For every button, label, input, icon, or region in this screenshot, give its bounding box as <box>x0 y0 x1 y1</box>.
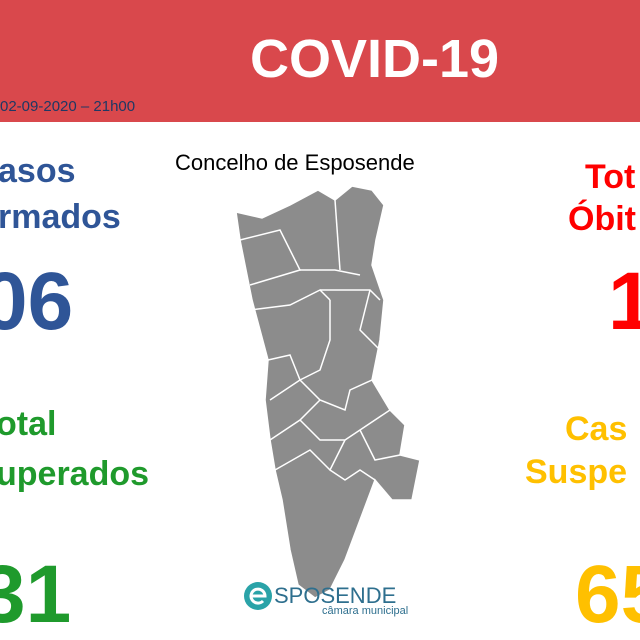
suspected-label: Cas <box>565 410 628 448</box>
title: COVID-19 <box>250 29 500 89</box>
map-borders <box>239 199 401 481</box>
map-shape <box>235 185 421 599</box>
deaths-label: Óbit <box>568 200 636 238</box>
suspected-label: Suspe <box>525 453 628 491</box>
confirmed-value: 06 <box>0 256 74 347</box>
suspected-value: 65 <box>575 549 640 640</box>
date: 02-09-2020 – 21h00 <box>0 98 136 115</box>
recovered-label: uperados <box>0 455 150 493</box>
confirmed-label: rmados <box>0 198 121 236</box>
recovered-value: 31 <box>0 549 72 640</box>
deaths-value: 1 <box>608 256 640 347</box>
logo-icon <box>249 587 267 605</box>
logo-subtitle: câmara municipal <box>322 605 409 617</box>
confirmed-label: asos <box>0 152 76 190</box>
logo-name: SPOSENDE <box>274 583 397 608</box>
header-bar <box>0 0 640 122</box>
recovered-label: otal <box>0 405 57 443</box>
deaths-label: Tot <box>585 158 636 196</box>
map-title: Concelho de Esposende <box>175 150 415 175</box>
